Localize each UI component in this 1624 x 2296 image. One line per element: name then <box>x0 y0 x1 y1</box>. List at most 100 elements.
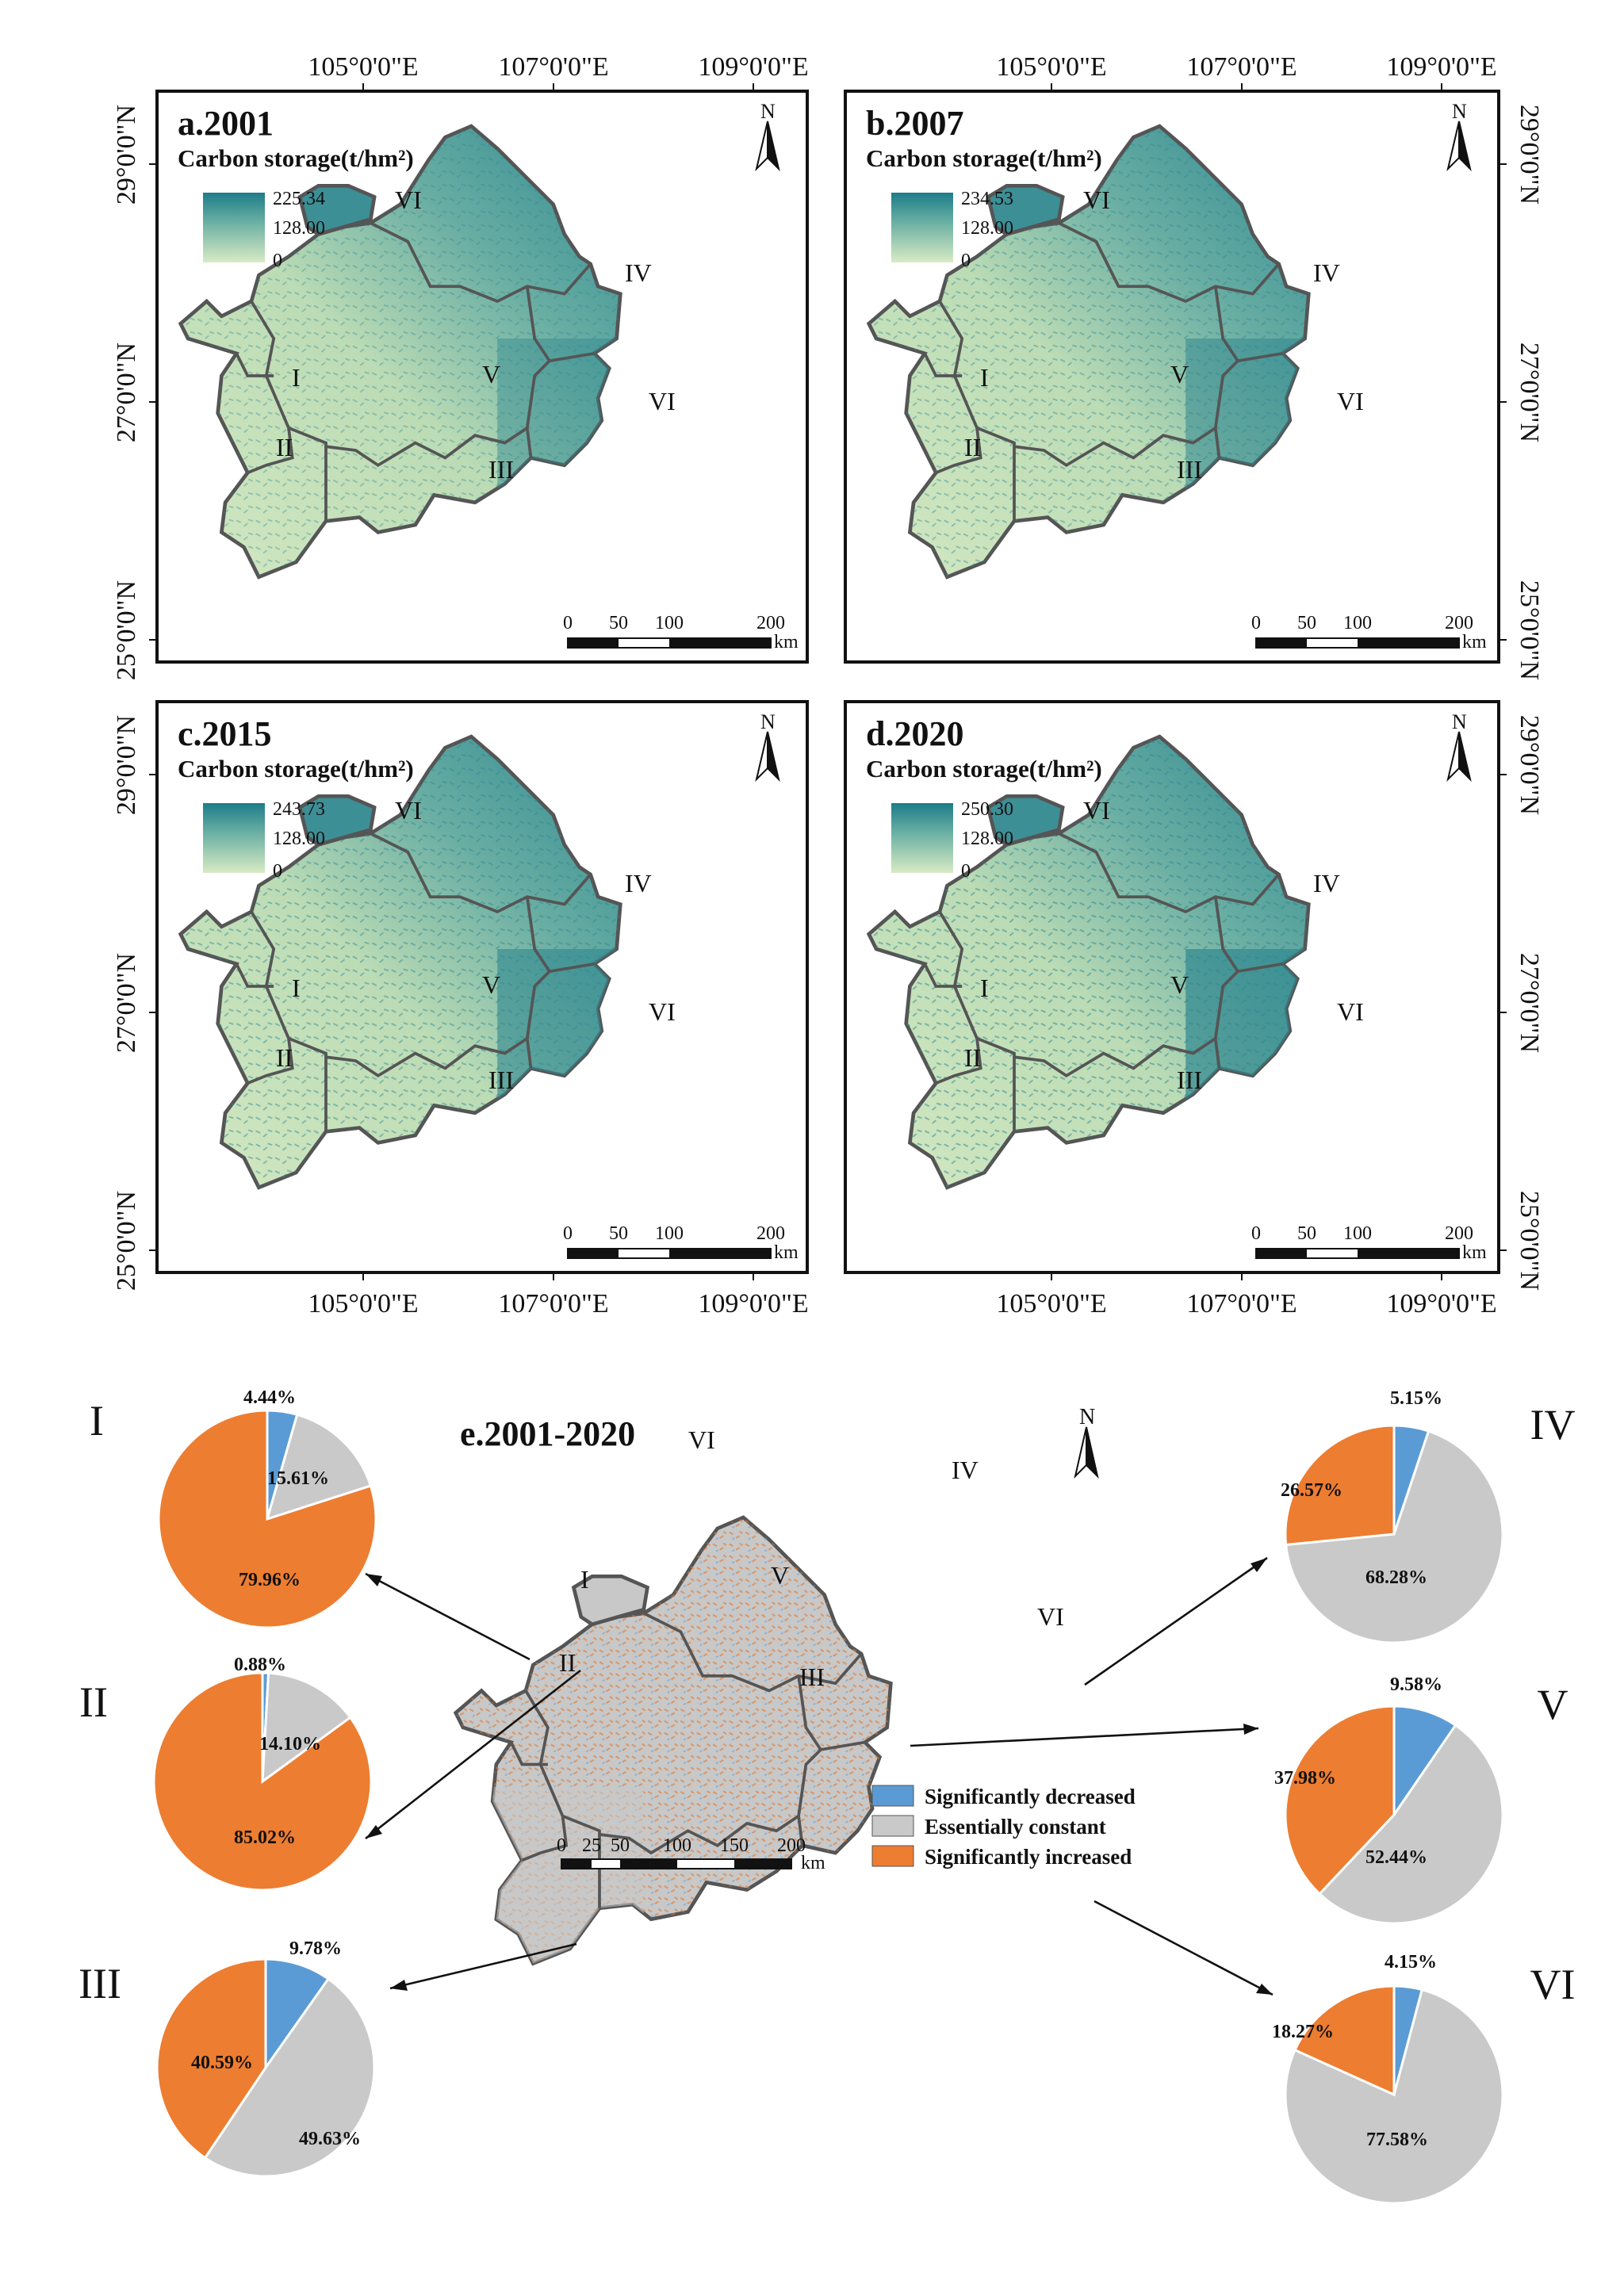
svg-text:V: V <box>771 1561 789 1590</box>
lat-label: 25°0'0"N <box>112 580 141 680</box>
lat-label: 29°0'0"N <box>112 105 141 205</box>
lon-label: 107°0'0"E <box>498 1289 608 1318</box>
lat-label: 25°0'0"N <box>1515 1191 1544 1291</box>
lat-label: 29°0'0"N <box>1515 715 1544 815</box>
map-title: c.2015 <box>178 714 272 753</box>
legend-max: 243.73 <box>273 799 325 820</box>
pie-region-III: 9.78% 49.63% 40.59% III <box>79 1938 376 2178</box>
legend-title: Carbon storage(t/hm²) <box>178 144 414 172</box>
pie-region-label: V <box>1538 1681 1568 1728</box>
svg-text:II: II <box>964 1043 981 1072</box>
svg-text:I: I <box>980 363 989 392</box>
legend-swatch-increased <box>871 1845 914 1867</box>
pie-label: 77.58% <box>1366 2130 1428 2150</box>
svg-text:km: km <box>774 632 799 652</box>
svg-text:II: II <box>276 1043 293 1072</box>
svg-text:km: km <box>801 1853 825 1873</box>
svg-text:50: 50 <box>609 613 628 633</box>
pie-arrowheads <box>366 1558 1273 1995</box>
pie-label: 18.27% <box>1272 2022 1334 2042</box>
svg-text:I: I <box>292 363 301 392</box>
lat-label: 25°0'0"N <box>112 1191 141 1291</box>
pie-slice <box>1293 1984 1396 2097</box>
pie-slice <box>264 1957 331 2072</box>
svg-text:200: 200 <box>756 613 785 633</box>
svg-text:N: N <box>760 100 776 123</box>
carbon-legend-ramp <box>203 803 265 873</box>
svg-text:200: 200 <box>777 1835 806 1856</box>
svg-text:VI: VI <box>1037 1602 1064 1631</box>
north-arrow-icon: N <box>1446 100 1472 172</box>
svg-text:100: 100 <box>655 613 684 633</box>
svg-text:km: km <box>1462 1242 1487 1263</box>
svg-text:0: 0 <box>1251 613 1261 633</box>
pie-label: 15.61% <box>267 1468 329 1489</box>
svg-text:50: 50 <box>609 1223 628 1244</box>
pie-slice <box>1284 1424 1396 1547</box>
svg-text:I: I <box>580 1565 589 1594</box>
pie-region-label: IV <box>1530 1401 1576 1448</box>
svg-text:0: 0 <box>557 1835 566 1856</box>
north-arrow-icon: N <box>755 100 780 172</box>
svg-text:VI: VI <box>649 387 676 415</box>
pie-region-label: II <box>79 1678 108 1726</box>
svg-text:VI: VI <box>1083 796 1110 825</box>
svg-text:IV: IV <box>1313 258 1340 287</box>
svg-text:I: I <box>292 974 301 1002</box>
pie-label: 4.44% <box>243 1387 296 1408</box>
legend-max: 234.53 <box>961 189 1013 209</box>
svg-text:IV: IV <box>625 869 652 897</box>
pie-label: 79.96% <box>239 1570 301 1590</box>
svg-text:V: V <box>482 970 500 999</box>
pie-region-I: 4.44% 15.61% 79.96% I <box>90 1387 377 1629</box>
legend-mid: 128.00 <box>273 828 325 849</box>
pie-region-V: 9.58% 52.44% 37.98% V <box>1274 1674 1568 1925</box>
legend-mid: 128.00 <box>961 218 1013 239</box>
svg-text:VI: VI <box>395 796 422 825</box>
north-arrow-icon: N <box>755 710 780 783</box>
svg-text:50: 50 <box>611 1835 630 1856</box>
carbon-legend-ramp <box>203 193 265 262</box>
svg-text:50: 50 <box>1297 613 1316 633</box>
pie-label: 68.28% <box>1365 1567 1427 1588</box>
svg-text:VI: VI <box>649 997 676 1026</box>
svg-text:VI: VI <box>395 186 422 214</box>
lat-label: 29°0'0"N <box>1515 105 1544 205</box>
svg-text:N: N <box>1452 710 1467 733</box>
change-map-title: e.2001-2020 <box>460 1414 635 1453</box>
pie-label: 49.63% <box>299 2129 361 2149</box>
legend-title: Carbon storage(t/hm²) <box>866 755 1102 783</box>
svg-text:III: III <box>488 455 514 484</box>
pie-region-label: III <box>79 1960 121 2007</box>
north-arrow-icon: N <box>1074 1405 1099 1479</box>
svg-text:km: km <box>1462 632 1487 652</box>
lon-label: 109°0'0"E <box>698 1289 808 1318</box>
lon-label: 105°0'0"E <box>308 52 418 82</box>
svg-text:N: N <box>760 710 776 733</box>
lat-label: 27°0'0"N <box>1515 342 1544 442</box>
svg-text:III: III <box>488 1066 514 1094</box>
legend-max: 250.30 <box>961 799 1013 820</box>
svg-text:150: 150 <box>720 1835 749 1856</box>
lon-label: 109°0'0"E <box>1386 1289 1496 1318</box>
svg-text:IV: IV <box>625 258 652 287</box>
legend-max: 225.34 <box>273 189 325 209</box>
pie-label: 9.78% <box>289 1938 342 1959</box>
legend-swatch-constant <box>871 1815 914 1837</box>
carbon-legend-ramp <box>891 803 953 873</box>
legend-min: 0 <box>273 251 282 271</box>
pie-connector-arrows <box>365 1556 1274 1996</box>
svg-text:III: III <box>799 1663 825 1691</box>
legend-label-decreased: Significantly decreased <box>925 1785 1136 1808</box>
legend-min: 0 <box>273 861 282 882</box>
legend-min: 0 <box>961 251 971 271</box>
svg-text:100: 100 <box>1343 1223 1372 1244</box>
svg-text:VI: VI <box>1337 997 1364 1026</box>
svg-text:km: km <box>774 1242 799 1263</box>
